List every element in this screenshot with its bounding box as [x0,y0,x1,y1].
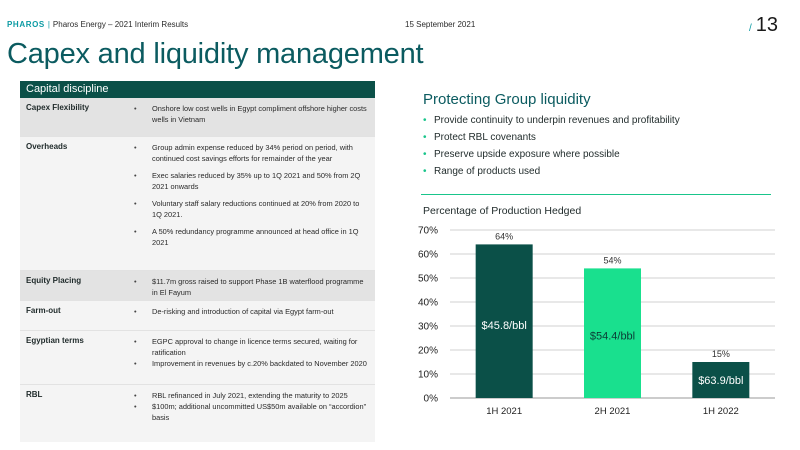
row-bullet: $100m; additional uncommitted US$50m ava… [132,401,370,423]
row-bullet: EGPC approval to change in licence terms… [132,336,370,358]
chart-labels: 0% 10% 20% 30% 40% 50% 60% 70% 64% $45.8/bbl 1H 20… [418,226,743,418]
row-bullet: Improvement in revenues by c.20% backdat… [132,358,370,369]
capital-discipline-table: Capital discipline Capex Flexibility Ons… [20,81,375,442]
brand-logo: PHAROS [7,20,45,29]
chart-bar [584,268,641,398]
page-number-value: 13 [755,14,778,36]
bar-price-label: $63.9/bbl [698,375,743,387]
y-tick-label: 30% [418,322,438,333]
row-bullet: Exec salaries reduced by 35% up to 1Q 20… [132,170,370,192]
row-bullet: A 50% redundancy programme announced at … [132,226,370,248]
row-label: Capex Flexibility [26,103,90,112]
row-bullet: RBL refinanced in July 2021, extending t… [132,390,370,401]
bar-value-label: 54% [603,255,621,265]
hedging-bar-chart: 0% 10% 20% 30% 40% 50% 60% 70% 64% $45.8/bbl 1H 20… [418,226,775,418]
row-bullets: Group admin expense reduced by 34% perio… [132,137,370,254]
bar-price-label: $54.4/bbl [590,331,635,343]
liquidity-bullet: Range of products used [423,163,680,180]
y-tick-label: 70% [418,226,438,237]
chart-title: Percentage of Production Hedged [423,205,582,217]
y-tick-label: 50% [418,274,438,285]
liquidity-bullets: Provide continuity to underpin revenues … [423,112,680,180]
table-row: RBL RBL refinanced in July 2021, extendi… [20,385,375,442]
row-label: Overheads [26,142,68,151]
x-tick-label: 2H 2021 [595,406,631,417]
row-label: Egyptian terms [26,336,84,345]
table-row: Equity Placing $11.7m gross raised to su… [20,271,375,301]
y-tick-label: 10% [418,370,438,381]
table-row: Egyptian terms EGPC approval to change i… [20,331,375,385]
liquidity-bullet: Provide continuity to underpin revenues … [423,112,680,129]
page-title: Capex and liquidity management [7,38,424,70]
section-divider [421,194,771,195]
x-tick-label: 1H 2021 [486,406,522,417]
liquidity-bullet: Preserve upside exposure where possible [423,146,680,163]
y-tick-label: 40% [418,298,438,309]
header-date: 15 September 2021 [405,20,476,29]
row-bullet: $11.7m gross raised to support Phase 1B … [132,276,370,298]
bar-price-label: $45.8/bbl [482,320,527,332]
liquidity-bullet: Protect RBL covenants [423,129,680,146]
row-bullet: Group admin expense reduced by 34% perio… [132,142,370,164]
row-bullets: De-risking and introduction of capital v… [132,301,370,323]
x-tick-label: 1H 2022 [703,406,739,417]
y-tick-label: 60% [418,250,438,261]
bar-value-label: 64% [495,231,513,241]
page-number: /13 [748,14,778,36]
chart-bar [692,362,750,398]
table-row: Capex Flexibility Onshore low cost wells… [20,98,375,137]
header-subtitle: Pharos Energy – 2021 Interim Results [52,20,189,29]
table-row: Farm-out De-risking and introduction of … [20,301,375,331]
header-bar: PHAROS | Pharos Energy – 2021 Interim Resu… [7,20,189,29]
y-tick-label: 0% [424,394,439,405]
row-label: Farm-out [26,306,61,315]
row-bullets: EGPC approval to change in licence terms… [132,331,370,369]
row-bullet: De-risking and introduction of capital v… [132,306,370,317]
table-heading: Capital discipline [20,81,375,98]
row-bullet: Onshore low cost wells in Egypt complime… [132,103,370,125]
chart-bar [475,244,533,398]
row-label: Equity Placing [26,276,82,285]
bar-value-label: 15% [712,349,730,359]
row-bullets: RBL refinanced in July 2021, extending t… [132,385,370,423]
row-bullets: $11.7m gross raised to support Phase 1B … [132,271,370,304]
table-row: Overheads Group admin expense reduced by… [20,137,375,271]
row-label: RBL [26,390,43,399]
row-bullets: Onshore low cost wells in Egypt complime… [132,98,370,131]
y-tick-label: 20% [418,346,438,357]
row-bullet: Voluntary staff salary reductions contin… [132,198,370,220]
chart-bars [475,244,750,398]
liquidity-title: Protecting Group liquidity [423,91,591,108]
